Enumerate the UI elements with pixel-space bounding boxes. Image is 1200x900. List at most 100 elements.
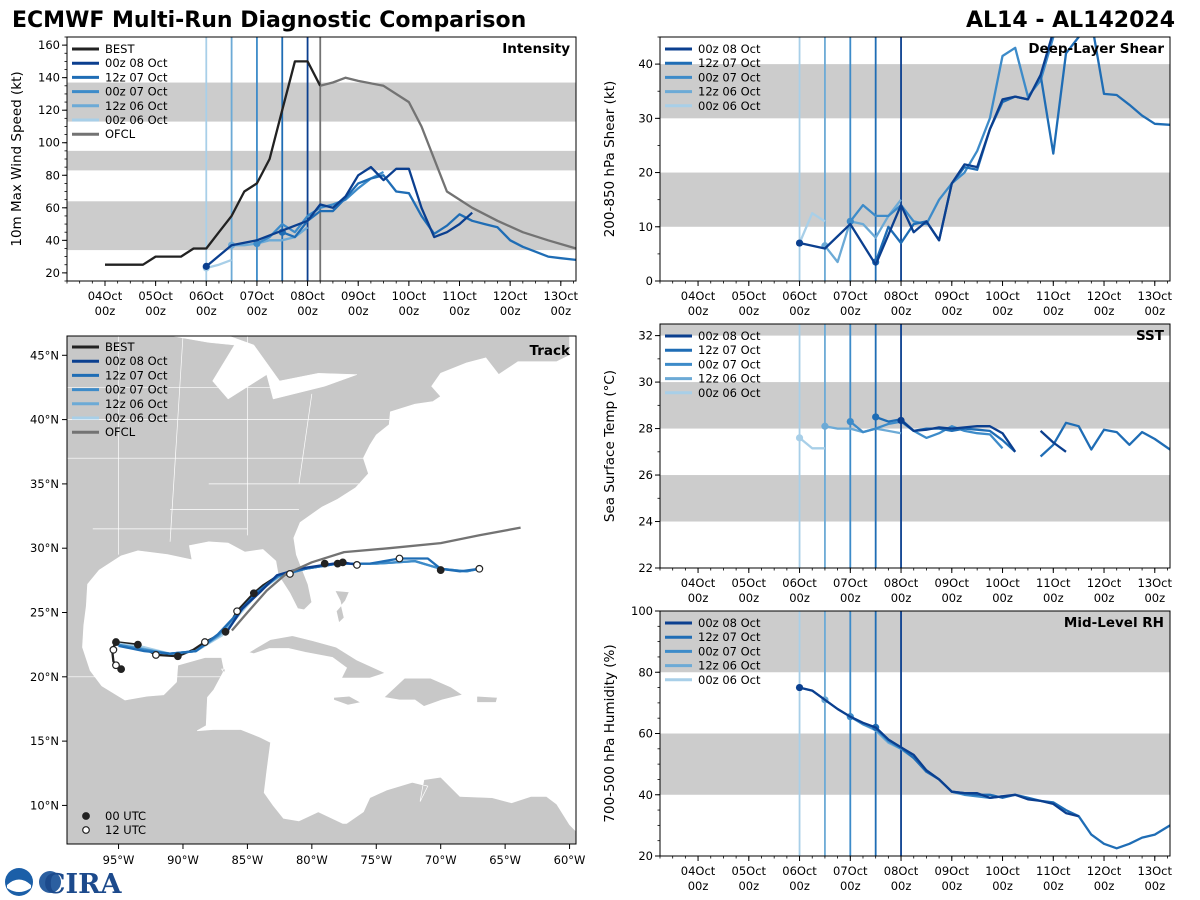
shear-legend-label-00z-08-oct: 00z 08 Oct xyxy=(698,42,761,56)
rh-ytick-label: 100 xyxy=(631,604,653,618)
intensity-xtick-label: 06Oct xyxy=(189,289,224,303)
track-marker-best xyxy=(152,651,160,659)
shear-panel: 01020304004Oct00z05Oct00z06Oct00z07Oct00… xyxy=(602,36,1173,318)
map-border-line xyxy=(298,393,313,484)
rh-legend-label-12z-07-oct: 12z 07 Oct xyxy=(698,630,761,644)
track-map-area xyxy=(67,336,576,844)
sst-xtick-label: 12Oct xyxy=(1087,576,1122,590)
track-panel-title: Track xyxy=(530,343,571,359)
shear-xtick-label: 11Oct xyxy=(1036,289,1071,303)
track-marker-00z-08-oct xyxy=(353,561,361,569)
track-marker-best xyxy=(117,665,126,673)
track-marker-best xyxy=(112,661,120,670)
map-border-line xyxy=(169,336,184,542)
sst-band-1 xyxy=(660,382,1170,429)
intensity-series-best xyxy=(105,60,322,266)
rh-xtick-label: 07Oct xyxy=(833,864,868,878)
sst-xtick-label: 00z xyxy=(941,591,962,605)
track-marker-12z-07-oct xyxy=(475,564,484,573)
shear-xtick-label: 00z xyxy=(840,304,861,318)
intensity-ytick-label: 160 xyxy=(38,38,60,52)
noaa-wave-icon xyxy=(7,879,31,892)
track-xtick-label: 90°W xyxy=(167,853,199,867)
jamaica-land xyxy=(333,695,362,706)
track-legend-label-12z-07-oct: 12z 07 Oct xyxy=(105,368,168,382)
intensity-ytick-label: 60 xyxy=(45,201,60,215)
shear-xtick-label: 07Oct xyxy=(833,289,868,303)
intensity-init-marker-00z-08-oct xyxy=(202,262,210,270)
intensity-band-1 xyxy=(67,150,576,171)
intensity-ytick-label: 40 xyxy=(45,233,60,247)
intensity-xtick-label: 00z xyxy=(95,304,116,318)
rh-xtick-label: 00z xyxy=(941,879,962,893)
rh-xtick-label: 08Oct xyxy=(884,864,919,878)
sst-series-00z-07-oct xyxy=(849,420,1004,450)
shear-series-00z-08-oct xyxy=(799,37,1053,266)
sst-panel-title: SST xyxy=(1136,328,1165,344)
sst-panel: 22242628303204Oct00z05Oct00z06Oct00z07Oc… xyxy=(602,323,1173,605)
intensity-xtick-label: 00z xyxy=(500,304,521,318)
intensity-band-2 xyxy=(67,82,576,122)
intensity-xtick-label: 00z xyxy=(399,304,420,318)
cira-logo-text: CIRA xyxy=(44,869,123,900)
track-ytick-label: 10°N xyxy=(30,798,59,812)
track-marker-best xyxy=(233,607,241,616)
track-marker-best xyxy=(200,638,209,646)
track-xtick-label: 65°W xyxy=(489,853,521,867)
bahamas-land xyxy=(334,590,350,624)
rh-ytick-label: 20 xyxy=(638,849,653,863)
track-ytick-label: 25°N xyxy=(30,606,59,620)
track-legend-label-ofcl: OFCL xyxy=(105,425,136,439)
sst-frame xyxy=(659,323,1171,569)
intensity-legend-label-best: BEST xyxy=(105,42,135,56)
rh-xtick-label: 04Oct xyxy=(681,864,716,878)
sst-ytick-label: 30 xyxy=(638,375,653,389)
track-legend-label-00z-07-oct: 00z 07 Oct xyxy=(105,383,168,397)
panels: 2040608010012014016004Oct00z05Oct00z06Oc… xyxy=(9,36,1173,893)
rh-xtick-label: 00z xyxy=(688,879,709,893)
rh-init-marker-00z-08-oct xyxy=(795,683,804,692)
shear-ylabel: 200-850 hPa Shear (kt) xyxy=(602,81,618,238)
intensity-xtick-label: 00z xyxy=(247,304,268,318)
sst-xtick-label: 08Oct xyxy=(884,576,919,590)
shear-xtick-label: 00z xyxy=(738,304,759,318)
intensity-legend-label-00z-07-oct: 00z 07 Oct xyxy=(105,85,168,99)
shear-ytick-label: 10 xyxy=(638,220,653,234)
sst-legend-label-00z-08-oct: 00z 08 Oct xyxy=(698,329,761,343)
shear-ytick-label: 20 xyxy=(638,166,653,180)
shear-xtick-label: 12Oct xyxy=(1087,289,1122,303)
rh-legend-label-00z-06-oct: 00z 06 Oct xyxy=(698,673,761,687)
track-panel: 95°W 90°W 85°W 80°W 75°W 70°W 65°W 60°W 10°N 15°N… xyxy=(30,335,585,867)
shear-xtick-label: 00z xyxy=(941,304,962,318)
shear-xtick-label: 00z xyxy=(992,304,1013,318)
sst-ytick-label: 26 xyxy=(638,468,653,482)
intensity-xtick-label: 07Oct xyxy=(240,289,275,303)
track-xtick-label: 70°W xyxy=(425,853,457,867)
sst-xtick-label: 00z xyxy=(1094,591,1115,605)
shear-xtick-label: 00z xyxy=(1043,304,1064,318)
rh-xtick-label: 00z xyxy=(840,879,861,893)
great-lakes-water xyxy=(170,336,357,400)
rh-panel: 2040608010004Oct00z05Oct00z06Oct00z07Oct… xyxy=(602,604,1173,893)
track-marker-legend-12-utc xyxy=(82,826,90,834)
shear-xtick-label: 09Oct xyxy=(935,289,970,303)
sst-xtick-label: 05Oct xyxy=(732,576,767,590)
intensity-series-00z-08-oct xyxy=(205,165,473,268)
rh-xtick-label: 12Oct xyxy=(1087,864,1122,878)
intensity-legend-label-00z-06-oct: 00z 06 Oct xyxy=(105,113,168,127)
globe-icon xyxy=(39,871,61,893)
rh-panel-title: Mid-Level RH xyxy=(1064,615,1164,631)
track-ytick-label: 30°N xyxy=(30,541,59,555)
rh-band-0 xyxy=(660,733,1170,795)
rh-xtick-label: 00z xyxy=(1144,879,1165,893)
sst-legend-label-12z-06-oct: 12z 06 Oct xyxy=(698,372,761,386)
track-marker-12z-07-oct xyxy=(395,554,404,563)
track-xtick-label: 80°W xyxy=(296,853,328,867)
rh-xtick-label: 06Oct xyxy=(782,864,817,878)
shear-init-marker-00z-07-oct xyxy=(846,217,854,225)
track-marker-best xyxy=(112,638,120,646)
